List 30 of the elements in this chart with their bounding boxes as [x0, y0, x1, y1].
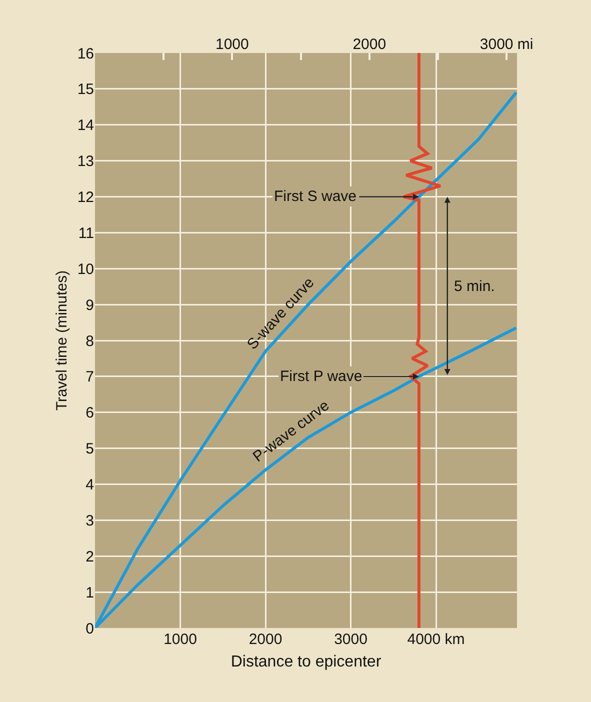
- y-tick-label: 5: [86, 440, 94, 458]
- y-tick-label: 2: [86, 548, 94, 566]
- y-tick-label: 4: [86, 476, 94, 494]
- line-series: [402, 53, 442, 628]
- y-tick-label: 7: [86, 368, 94, 386]
- y-tick-label: 9: [86, 296, 94, 314]
- y-tick-label: 11: [78, 224, 94, 242]
- x2-tick-label: 2000: [352, 36, 386, 53]
- y-tick-label: 10: [77, 260, 94, 278]
- y-tick-label: 1: [86, 584, 94, 602]
- y-tick-label: 6: [86, 404, 94, 422]
- annotation: First P wave: [280, 368, 362, 385]
- y-tick-label: 14: [77, 117, 94, 134]
- y-tick-label: 13: [77, 153, 94, 170]
- y-axis-title: Travel time (minutes): [54, 270, 71, 411]
- y-tick-label: 8: [86, 332, 94, 350]
- y-tick-label: 12: [77, 189, 94, 206]
- y-tick-label: 0: [86, 620, 94, 638]
- annotation: First S wave: [274, 188, 357, 205]
- x-tick-label: 2000: [248, 631, 282, 648]
- x2-tick-label: 1000: [216, 36, 249, 53]
- x-tick-label: 4000 km: [407, 631, 465, 648]
- x-tick-label: 1000: [164, 631, 197, 648]
- x-tick-label: 3000: [334, 631, 368, 648]
- annotation: 5 min.: [454, 278, 495, 295]
- y-tick-label: 3: [86, 512, 94, 530]
- x-axis-title: Distance to epicenter: [230, 654, 382, 671]
- x2-tick-label: 3000 mi: [480, 36, 534, 53]
- y-tick-label: 15: [77, 81, 94, 98]
- y-tick-label: 16: [77, 45, 94, 62]
